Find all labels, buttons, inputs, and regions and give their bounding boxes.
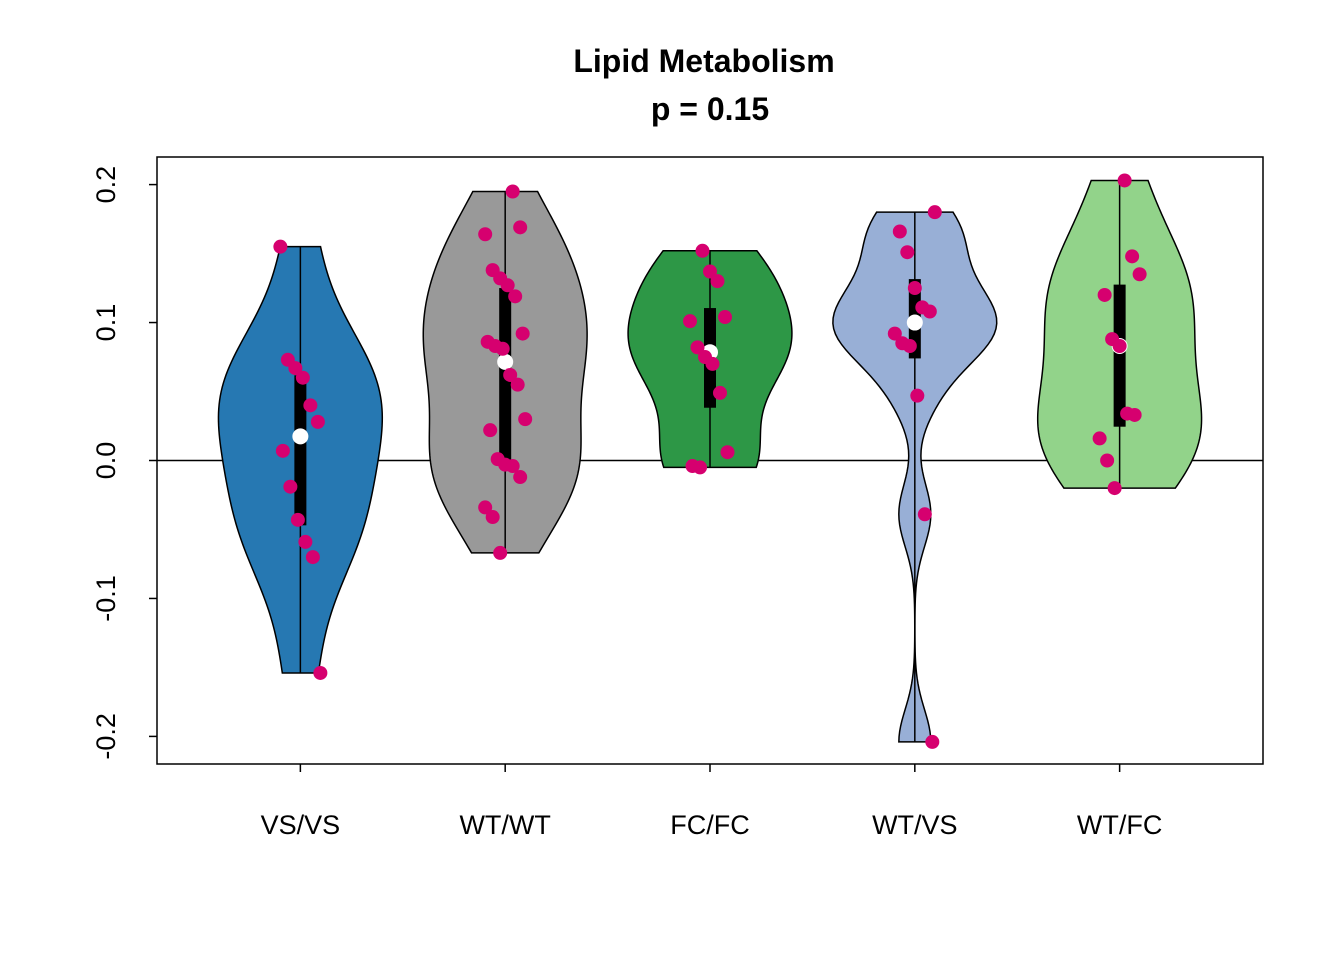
data-point — [710, 274, 725, 289]
data-point — [508, 289, 523, 304]
data-point — [713, 385, 727, 400]
data-point — [500, 278, 515, 293]
data-point — [510, 377, 525, 392]
data-point — [690, 340, 705, 355]
data-point — [298, 534, 313, 549]
data-point — [513, 220, 528, 235]
plot-frame — [156, 156, 1264, 765]
data-point — [892, 224, 907, 239]
data-point — [273, 239, 288, 254]
data-point — [718, 310, 732, 325]
data-point — [927, 205, 942, 220]
y-tick-label: 0.1 — [91, 304, 121, 342]
data-point — [505, 459, 520, 474]
data-point — [703, 264, 717, 279]
data-point — [503, 367, 518, 382]
y-tick-label: 0.2 — [91, 166, 121, 204]
data-point — [305, 550, 320, 565]
data-point — [288, 361, 303, 376]
data-point — [693, 460, 707, 475]
median — [906, 314, 923, 331]
data-point — [495, 341, 510, 356]
x-tick-label: WT/WT — [459, 810, 550, 840]
data-point — [513, 470, 528, 485]
data-point — [922, 304, 937, 319]
data-point — [925, 734, 940, 749]
y-tick-label: -0.2 — [91, 713, 121, 760]
data-point — [1125, 249, 1140, 264]
data-point — [907, 281, 922, 296]
data-point — [478, 500, 493, 515]
data-point — [283, 479, 298, 494]
data-point — [917, 507, 932, 522]
data-point — [275, 443, 290, 458]
data-point — [887, 326, 902, 341]
data-point — [515, 326, 530, 341]
box — [294, 375, 307, 526]
data-point — [1107, 481, 1122, 496]
data-point — [1127, 407, 1142, 422]
data-point — [1092, 431, 1107, 446]
y-tick-label: -0.1 — [91, 575, 121, 622]
box — [1113, 284, 1126, 427]
y-tick-label: 0.0 — [91, 442, 121, 480]
data-point — [505, 184, 520, 199]
x-tick-label: VS/VS — [261, 810, 341, 840]
chart-subtitle: p = 0.15 — [651, 91, 769, 127]
data-point — [902, 338, 917, 353]
data-point — [310, 414, 325, 429]
chart-title: Lipid Metabolism — [573, 43, 834, 79]
data-point — [683, 314, 697, 329]
data-point — [910, 388, 925, 403]
data-point — [1132, 267, 1147, 282]
data-point — [705, 356, 720, 371]
x-tick-label: WT/VS — [872, 810, 958, 840]
data-point — [478, 227, 493, 242]
data-point — [1100, 453, 1115, 468]
median — [292, 428, 309, 445]
data-point — [695, 243, 710, 258]
data-point — [900, 245, 915, 260]
data-point — [1117, 173, 1132, 188]
data-point — [483, 423, 498, 438]
data-point — [313, 665, 328, 680]
data-point — [290, 512, 305, 527]
data-point — [485, 510, 500, 525]
data-point — [518, 412, 533, 427]
data-point — [1097, 287, 1112, 302]
data-point — [493, 545, 508, 560]
data-point — [720, 445, 735, 460]
x-tick-label: WT/FC — [1077, 810, 1162, 840]
x-tick-label: FC/FC — [670, 810, 749, 840]
median — [497, 353, 514, 370]
data-point — [303, 398, 318, 413]
data-point — [295, 370, 310, 385]
data-point — [1112, 338, 1127, 353]
